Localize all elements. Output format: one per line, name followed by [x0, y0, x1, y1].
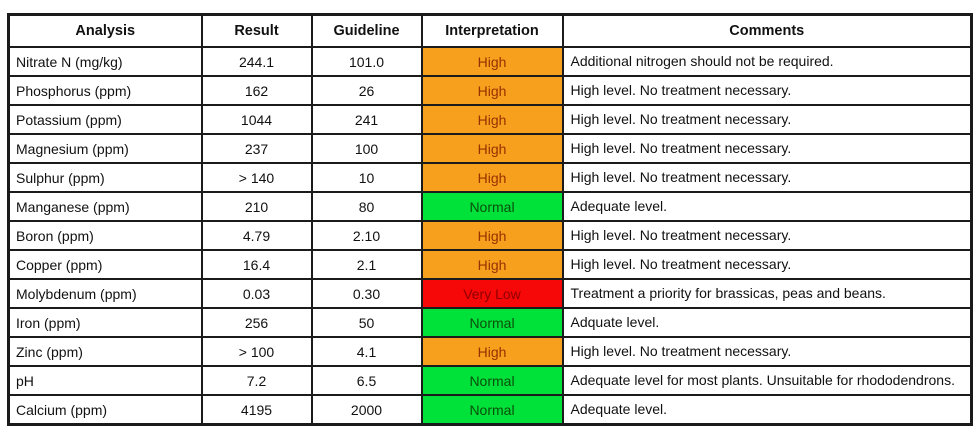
column-header-analysis: Analysis: [7, 13, 203, 48]
table-row: Nitrate N (mg/kg) 244.1 101.0 High Addit…: [7, 46, 973, 77]
comments-cell: Treatment a priority for brassicas, peas…: [561, 278, 973, 309]
guideline-cell: 241: [310, 104, 423, 135]
comments-cell: High level. No treatment necessary.: [561, 133, 973, 164]
table-row: Calcium (ppm) 4195 2000 Normal Adequate …: [7, 394, 973, 426]
interpretation-cell: Normal: [420, 307, 564, 338]
interpretation-cell: High: [420, 220, 564, 251]
interpretation-cell: Normal: [420, 191, 564, 222]
table-header-row: Analysis Result Guideline Interpretation…: [7, 13, 973, 48]
comments-cell: Adquate level.: [561, 307, 973, 338]
result-cell: 210: [200, 191, 313, 222]
result-cell: 1044: [200, 104, 313, 135]
column-header-comments: Comments: [561, 13, 973, 48]
comments-cell: High level. No treatment necessary.: [561, 220, 973, 251]
comments-cell: Additional nitrogen should not be requir…: [561, 46, 973, 77]
table-row: Boron (ppm) 4.79 2.10 High High level. N…: [7, 220, 973, 251]
analysis-cell: pH: [7, 365, 203, 396]
interpretation-cell: Normal: [420, 365, 564, 396]
column-header-guideline: Guideline: [310, 13, 423, 48]
guideline-cell: 50: [310, 307, 423, 338]
comments-cell: Adequate level for most plants. Unsuitab…: [561, 365, 973, 396]
table-row: Molybdenum (ppm) 0.03 0.30 Very Low Trea…: [7, 278, 973, 309]
table-row: Copper (ppm) 16.4 2.1 High High level. N…: [7, 249, 973, 280]
result-cell: 256: [200, 307, 313, 338]
comments-cell: High level. No treatment necessary.: [561, 249, 973, 280]
analysis-cell: Potassium (ppm): [7, 104, 203, 135]
interpretation-cell: High: [420, 162, 564, 193]
interpretation-cell: High: [420, 249, 564, 280]
table-row: Magnesium (ppm) 237 100 High High level.…: [7, 133, 973, 164]
guideline-cell: 2000: [310, 394, 423, 426]
table-row: pH 7.2 6.5 Normal Adequate level for mos…: [7, 365, 973, 396]
guideline-cell: 101.0: [310, 46, 423, 77]
guideline-cell: 80: [310, 191, 423, 222]
table-row: Phosphorus (ppm) 162 26 High High level.…: [7, 75, 973, 106]
comments-cell: High level. No treatment necessary.: [561, 75, 973, 106]
analysis-cell: Phosphorus (ppm): [7, 75, 203, 106]
result-cell: > 140: [200, 162, 313, 193]
table-row: Potassium (ppm) 1044 241 High High level…: [7, 104, 973, 135]
analysis-cell: Boron (ppm): [7, 220, 203, 251]
result-cell: 244.1: [200, 46, 313, 77]
result-cell: 237: [200, 133, 313, 164]
result-cell: 4.79: [200, 220, 313, 251]
interpretation-cell: High: [420, 104, 564, 135]
comments-cell: Adequate level.: [561, 191, 973, 222]
comments-cell: High level. No treatment necessary.: [561, 162, 973, 193]
interpretation-cell: High: [420, 133, 564, 164]
guideline-cell: 26: [310, 75, 423, 106]
interpretation-cell: Normal: [420, 394, 564, 426]
guideline-cell: 100: [310, 133, 423, 164]
result-cell: > 100: [200, 336, 313, 367]
guideline-cell: 2.10: [310, 220, 423, 251]
analysis-cell: Iron (ppm): [7, 307, 203, 338]
table-row: Iron (ppm) 256 50 Normal Adquate level.: [7, 307, 973, 338]
analysis-cell: Sulphur (ppm): [7, 162, 203, 193]
soil-analysis-table: Analysis Result Guideline Interpretation…: [7, 13, 973, 426]
comments-cell: High level. No treatment necessary.: [561, 336, 973, 367]
table-row: Manganese (ppm) 210 80 Normal Adequate l…: [7, 191, 973, 222]
guideline-cell: 0.30: [310, 278, 423, 309]
analysis-cell: Calcium (ppm): [7, 394, 203, 426]
interpretation-cell: Very Low: [420, 278, 564, 309]
analysis-cell: Zinc (ppm): [7, 336, 203, 367]
table-row: Zinc (ppm) > 100 4.1 High High level. No…: [7, 336, 973, 367]
analysis-cell: Molybdenum (ppm): [7, 278, 203, 309]
guideline-cell: 4.1: [310, 336, 423, 367]
result-cell: 7.2: [200, 365, 313, 396]
analysis-cell: Manganese (ppm): [7, 191, 203, 222]
table-row: Sulphur (ppm) > 140 10 High High level. …: [7, 162, 973, 193]
result-cell: 162: [200, 75, 313, 106]
comments-cell: Adequate level.: [561, 394, 973, 426]
result-cell: 0.03: [200, 278, 313, 309]
interpretation-cell: High: [420, 75, 564, 106]
result-cell: 4195: [200, 394, 313, 426]
analysis-cell: Magnesium (ppm): [7, 133, 203, 164]
guideline-cell: 10: [310, 162, 423, 193]
comments-cell: High level. No treatment necessary.: [561, 104, 973, 135]
interpretation-cell: High: [420, 46, 564, 77]
column-header-interpretation: Interpretation: [420, 13, 564, 48]
guideline-cell: 6.5: [310, 365, 423, 396]
interpretation-cell: High: [420, 336, 564, 367]
table-body: Nitrate N (mg/kg) 244.1 101.0 High Addit…: [7, 46, 973, 426]
analysis-cell: Nitrate N (mg/kg): [7, 46, 203, 77]
result-cell: 16.4: [200, 249, 313, 280]
column-header-result: Result: [200, 13, 313, 48]
analysis-cell: Copper (ppm): [7, 249, 203, 280]
guideline-cell: 2.1: [310, 249, 423, 280]
